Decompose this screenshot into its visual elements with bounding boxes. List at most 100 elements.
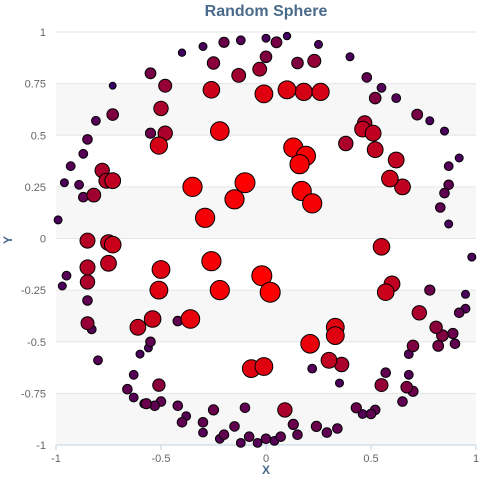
data-point[interactable] bbox=[448, 328, 458, 338]
data-point[interactable] bbox=[109, 82, 116, 89]
data-point[interactable] bbox=[293, 430, 303, 440]
data-point[interactable] bbox=[202, 252, 221, 271]
data-point[interactable] bbox=[392, 94, 401, 103]
data-point[interactable] bbox=[79, 149, 88, 158]
data-point[interactable] bbox=[301, 335, 320, 354]
data-point[interactable] bbox=[278, 81, 296, 99]
data-point[interactable] bbox=[199, 43, 207, 51]
data-point[interactable] bbox=[235, 173, 255, 193]
data-point[interactable] bbox=[211, 122, 230, 141]
data-point[interactable] bbox=[303, 194, 322, 213]
data-point[interactable] bbox=[159, 79, 172, 92]
data-point[interactable] bbox=[462, 290, 470, 298]
data-point[interactable] bbox=[412, 306, 426, 320]
data-point[interactable] bbox=[236, 36, 245, 45]
data-point[interactable] bbox=[154, 101, 168, 115]
data-point[interactable] bbox=[236, 439, 245, 448]
data-point[interactable] bbox=[365, 125, 381, 141]
data-point[interactable] bbox=[440, 188, 450, 198]
data-point[interactable] bbox=[276, 432, 286, 442]
data-point[interactable] bbox=[198, 418, 208, 428]
data-point[interactable] bbox=[129, 370, 138, 379]
data-point[interactable] bbox=[407, 340, 419, 352]
data-point[interactable] bbox=[260, 282, 280, 302]
data-point[interactable] bbox=[398, 397, 408, 407]
data-point[interactable] bbox=[468, 253, 476, 261]
data-point[interactable] bbox=[178, 49, 185, 56]
data-point[interactable] bbox=[173, 401, 183, 411]
data-point[interactable] bbox=[177, 418, 187, 428]
data-point[interactable] bbox=[145, 128, 155, 138]
data-point[interactable] bbox=[382, 170, 399, 187]
data-point[interactable] bbox=[271, 37, 282, 48]
data-point[interactable] bbox=[129, 393, 138, 402]
data-point[interactable] bbox=[104, 236, 121, 253]
data-point[interactable] bbox=[261, 434, 271, 444]
data-point[interactable] bbox=[153, 379, 165, 391]
data-point[interactable] bbox=[66, 162, 75, 171]
data-point[interactable] bbox=[80, 260, 95, 275]
data-point[interactable] bbox=[208, 405, 218, 415]
data-point[interactable] bbox=[141, 399, 151, 409]
data-point[interactable] bbox=[454, 308, 464, 318]
data-point[interactable] bbox=[253, 62, 267, 76]
data-point[interactable] bbox=[83, 135, 93, 145]
data-point[interactable] bbox=[152, 261, 170, 279]
data-point[interactable] bbox=[445, 220, 453, 228]
data-point[interactable] bbox=[219, 37, 229, 47]
data-point[interactable] bbox=[60, 179, 68, 187]
data-point[interactable] bbox=[425, 285, 435, 295]
data-point[interactable] bbox=[123, 384, 133, 394]
data-point[interactable] bbox=[219, 430, 229, 440]
data-point[interactable] bbox=[107, 109, 119, 121]
data-point[interactable] bbox=[433, 341, 444, 352]
data-point[interactable] bbox=[255, 358, 273, 376]
data-point[interactable] bbox=[312, 83, 329, 100]
data-point[interactable] bbox=[322, 428, 332, 438]
data-point[interactable] bbox=[369, 92, 381, 104]
data-point[interactable] bbox=[207, 57, 219, 69]
data-point[interactable] bbox=[295, 83, 312, 100]
data-point[interactable] bbox=[80, 233, 95, 248]
data-point[interactable] bbox=[210, 281, 229, 300]
data-point[interactable] bbox=[333, 424, 343, 434]
data-point[interactable] bbox=[232, 69, 246, 83]
data-point[interactable] bbox=[288, 419, 298, 429]
data-point[interactable] bbox=[346, 53, 354, 61]
data-point[interactable] bbox=[255, 85, 273, 103]
data-point[interactable] bbox=[83, 296, 93, 306]
data-point[interactable] bbox=[94, 356, 103, 365]
data-point[interactable] bbox=[455, 154, 463, 162]
data-point[interactable] bbox=[101, 255, 117, 271]
data-point[interactable] bbox=[377, 284, 394, 301]
data-point[interactable] bbox=[278, 403, 292, 417]
data-point[interactable] bbox=[381, 368, 391, 378]
data-point[interactable] bbox=[130, 319, 146, 335]
data-point[interactable] bbox=[339, 136, 353, 150]
data-point[interactable] bbox=[373, 239, 390, 256]
data-point[interactable] bbox=[262, 34, 270, 42]
data-point[interactable] bbox=[412, 109, 423, 120]
data-point[interactable] bbox=[362, 73, 372, 83]
data-point[interactable] bbox=[308, 54, 321, 67]
data-point[interactable] bbox=[375, 379, 388, 392]
data-point[interactable] bbox=[105, 173, 121, 189]
data-point[interactable] bbox=[150, 281, 168, 299]
data-point[interactable] bbox=[260, 51, 272, 63]
data-point[interactable] bbox=[181, 310, 200, 329]
data-point[interactable] bbox=[436, 203, 446, 213]
data-point[interactable] bbox=[244, 432, 254, 442]
data-point[interactable] bbox=[75, 180, 84, 189]
data-point[interactable] bbox=[199, 428, 208, 437]
data-point[interactable] bbox=[87, 188, 101, 202]
data-point[interactable] bbox=[146, 337, 156, 347]
data-point[interactable] bbox=[311, 421, 321, 431]
data-point[interactable] bbox=[351, 403, 361, 413]
data-point[interactable] bbox=[290, 155, 309, 174]
data-point[interactable] bbox=[430, 321, 442, 333]
data-point[interactable] bbox=[326, 327, 344, 345]
data-point[interactable] bbox=[196, 208, 215, 227]
data-point[interactable] bbox=[92, 116, 101, 125]
data-point[interactable] bbox=[225, 190, 244, 209]
data-point[interactable] bbox=[441, 127, 449, 135]
